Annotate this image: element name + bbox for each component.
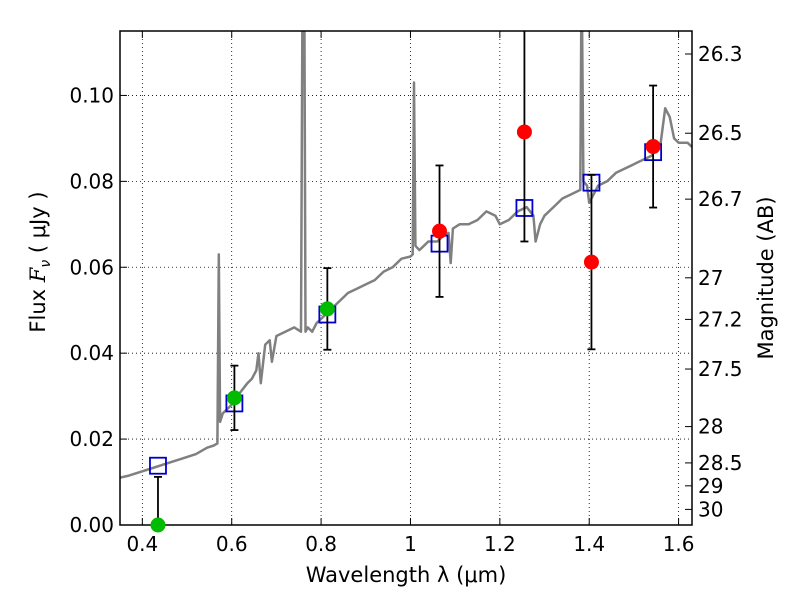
observed-flux-point [150,517,166,533]
grid-lines [120,31,692,526]
y-tick-label: 0.02 [69,427,114,451]
magnitude-tick-label: 28 [698,415,723,439]
x-tick-label: 1.4 [573,532,605,556]
plot-frame [119,30,693,526]
model-photometry-square [149,456,167,475]
magnitude-tick-label: 27 [698,266,723,290]
x-axis-label: Wavelength λ (μm) [306,563,507,587]
magnitude-tick-label: 27.5 [698,357,743,381]
magnitude-tick-label: 26.3 [698,42,743,66]
sed-model-line [120,31,692,479]
data-markers [149,31,663,533]
magnitude-tick-label: 26.5 [698,121,743,145]
observed-flux-point [645,139,661,155]
magnitude-tick-label: 27.2 [698,307,743,331]
axis-ticks: 0.4 0.6 0.8 1 1.2 1.4 1.6 0.00 0.02 0.04 0.06 0.08 0… [69,31,743,556]
x-tick-label: 0.6 [216,532,248,556]
y-axis-label-units: ( μJy ) [26,191,50,259]
y-axis-label-prefix: Flux [26,282,50,332]
x-tick-label: 0.8 [305,532,337,556]
magnitude-tick-label: 26.7 [698,187,743,211]
magnitude-axis-label: Magnitude (AB) [754,196,778,359]
observed-flux-point [432,223,448,239]
y-axis-label-subscript: ν [38,260,54,268]
x-tick-label: 0.4 [126,532,158,556]
magnitude-tick-label: 30 [698,497,723,521]
x-tick-label: 1 [404,532,417,556]
plot-area [120,31,692,479]
y-tick-label: 0.06 [69,255,114,279]
observed-flux-point [583,254,599,270]
x-tick-label: 1.2 [484,532,516,556]
observed-flux-point [226,390,242,406]
y-tick-label: 0.00 [69,513,114,537]
magnitude-tick-label: 28.5 [698,451,743,475]
observed-flux-point [319,301,335,317]
x-tick-label: 1.6 [663,532,695,556]
y-tick-label: 0.10 [69,83,114,107]
y-axis-label: Flux Fν ( μJy ) [26,191,54,332]
y-tick-label: 0.08 [69,169,114,193]
observed-flux-point [516,124,532,140]
y-tick-label: 0.04 [69,341,114,365]
magnitude-tick-label: 29 [698,474,723,498]
y-axis-label-symbol: F [26,266,50,283]
